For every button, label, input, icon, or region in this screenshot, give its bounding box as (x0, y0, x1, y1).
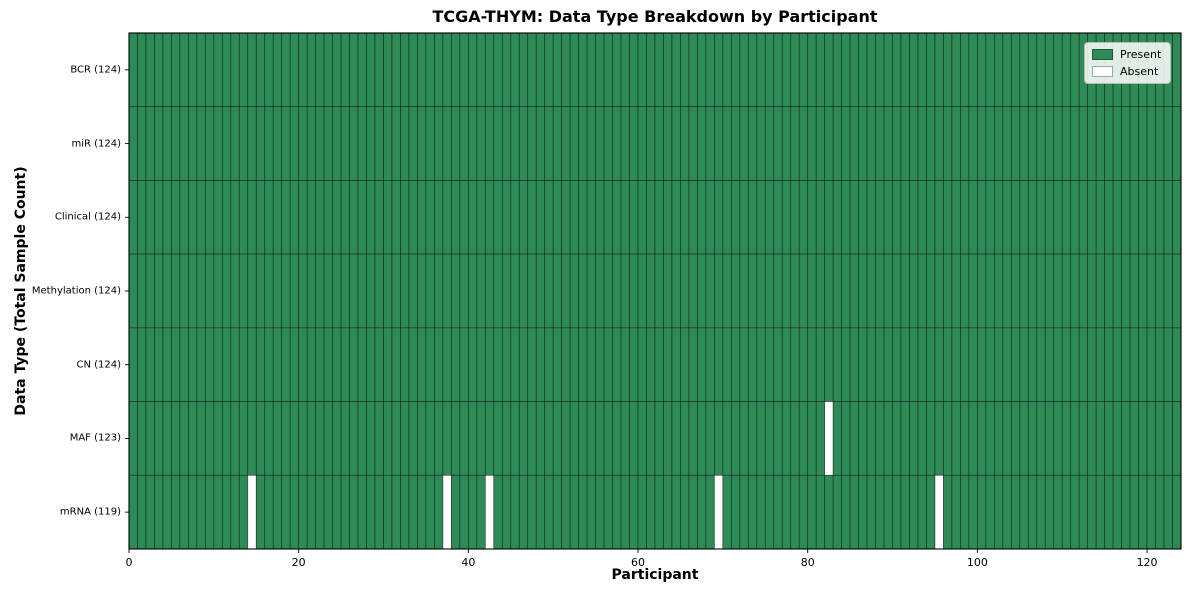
x-tick-label: 100 (966, 556, 988, 569)
y-tick-label: MAF (123) (69, 432, 121, 444)
y-tick-label: BCR (124) (70, 64, 121, 76)
y-tick-label: mRNA (119) (59, 506, 121, 518)
y-tick-label: Clinical (124) (54, 211, 121, 223)
x-tick-label: 0 (125, 556, 133, 569)
legend-item-absent: Absent (1092, 65, 1161, 78)
x-tick-label: 80 (800, 556, 815, 569)
x-axis-label: Participant (611, 567, 699, 583)
y-tick-label: CN (124) (76, 359, 121, 371)
y-tick-label: miR (124) (71, 138, 121, 150)
legend: Present Absent (1084, 42, 1172, 84)
legend-label-absent: Absent (1120, 65, 1159, 78)
y-tick-label: Methylation (124) (31, 285, 121, 297)
legend-label-present: Present (1120, 48, 1162, 61)
absent-swatch (1092, 66, 1113, 77)
x-tick-label: 40 (461, 556, 476, 569)
x-tick-label: 120 (1136, 556, 1158, 569)
legend-item-present: Present (1092, 48, 1161, 61)
x-tick-label: 60 (631, 556, 646, 569)
x-tick-label: 20 (291, 556, 306, 569)
chart-title: TCGA-THYM: Data Type Breakdown by Partic… (432, 7, 878, 26)
present-swatch (1092, 49, 1113, 60)
